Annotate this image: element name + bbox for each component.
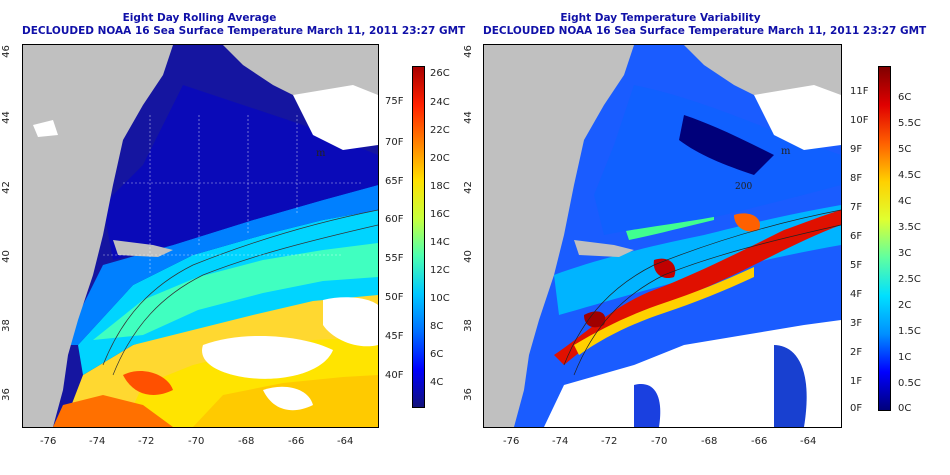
right-colorbar xyxy=(878,66,891,411)
right-cbar-label: 0C xyxy=(898,403,912,414)
left-f-label: 40F xyxy=(385,370,404,381)
left-cbar-label: 16C xyxy=(430,209,450,220)
left-y-tick: 38 xyxy=(0,319,12,332)
right-variability-map xyxy=(483,44,842,428)
right-x-tick: -76 xyxy=(503,436,520,447)
left-y-tick: 36 xyxy=(0,388,12,401)
right-cbar-label: 3C xyxy=(898,248,912,259)
right-y-tick: 36 xyxy=(462,388,474,401)
right-cbar-label: 0.5C xyxy=(898,378,921,389)
isobath-label: 200 xyxy=(735,182,753,192)
right-f-label: 7F xyxy=(850,202,863,213)
left-cbar-label: 26C xyxy=(430,68,450,79)
right-y-tick: 44 xyxy=(462,111,474,124)
left-cbar-label: 24C xyxy=(430,97,450,108)
left-cbar-label: 20C xyxy=(430,153,450,164)
right-f-label: 9F xyxy=(850,144,863,155)
right-f-label: 3F xyxy=(850,318,863,329)
left-x-tick: -64 xyxy=(337,436,354,447)
left-cbar-label: 22C xyxy=(430,125,450,136)
right-f-label: 2F xyxy=(850,347,863,358)
right-x-tick: -64 xyxy=(800,436,817,447)
right-cbar-label: 4.5C xyxy=(898,170,921,181)
left-cbar-label: 14C xyxy=(430,237,450,248)
right-cbar-label: 1.5C xyxy=(898,326,921,337)
left-y-tick: 42 xyxy=(0,181,12,194)
right-x-tick: -66 xyxy=(751,436,768,447)
right-f-label: 4F xyxy=(850,289,863,300)
right-f-label: 11F xyxy=(850,86,869,97)
right-f-label: 6F xyxy=(850,231,863,242)
right-x-tick: -74 xyxy=(552,436,569,447)
left-y-tick: 44 xyxy=(0,111,12,124)
right-cbar-label: 4C xyxy=(898,196,912,207)
right-f-label: 1F xyxy=(850,376,863,387)
right-y-tick: 40 xyxy=(462,250,474,263)
right-f-label: 0F xyxy=(850,403,863,414)
left-colorbar xyxy=(412,66,425,408)
left-f-label: 55F xyxy=(385,253,404,264)
left-cbar-label: 4C xyxy=(430,377,444,388)
right-cbar-label: 5.5C xyxy=(898,118,921,129)
left-cbar-label: 12C xyxy=(430,265,450,276)
isobath-label: m xyxy=(316,148,326,159)
left-y-tick: 40 xyxy=(0,250,12,263)
left-cbar-label: 6C xyxy=(430,349,444,360)
right-title-line1: Eight Day Temperature Variability xyxy=(560,12,761,24)
right-cbar-label: 1C xyxy=(898,352,912,363)
right-cbar-label: 2C xyxy=(898,300,912,311)
right-f-label: 5F xyxy=(850,260,863,271)
right-y-tick: 46 xyxy=(462,45,474,58)
left-f-label: 70F xyxy=(385,137,404,148)
left-title-line1: Eight Day Rolling Average xyxy=(122,12,277,24)
left-cbar-label: 8C xyxy=(430,321,444,332)
isobath-label: m xyxy=(781,146,791,157)
left-x-tick: -70 xyxy=(188,436,205,447)
left-x-tick: -74 xyxy=(89,436,106,447)
left-x-tick: -66 xyxy=(288,436,305,447)
right-f-label: 10F xyxy=(850,115,869,126)
right-x-tick: -72 xyxy=(601,436,618,447)
right-cbar-label: 6C xyxy=(898,92,912,103)
right-cbar-label: 5C xyxy=(898,144,912,155)
left-sst-map xyxy=(22,44,379,428)
right-title-line2: DECLOUDED NOAA 16 Sea Surface Temperatur… xyxy=(483,25,927,37)
left-x-tick: -68 xyxy=(238,436,255,447)
left-f-label: 60F xyxy=(385,214,404,225)
left-cbar-label: 10C xyxy=(430,293,450,304)
right-y-tick: 38 xyxy=(462,319,474,332)
right-cbar-label: 2.5C xyxy=(898,274,921,285)
left-f-label: 65F xyxy=(385,176,404,187)
left-x-tick: -76 xyxy=(40,436,57,447)
left-y-tick: 46 xyxy=(0,45,12,58)
right-x-tick: -68 xyxy=(701,436,718,447)
left-title-line2: DECLOUDED NOAA 16 Sea Surface Temperatur… xyxy=(22,25,466,37)
right-cbar-label: 3.5C xyxy=(898,222,921,233)
left-f-label: 50F xyxy=(385,292,404,303)
left-cbar-label: 18C xyxy=(430,181,450,192)
left-x-tick: -72 xyxy=(138,436,155,447)
right-f-label: 8F xyxy=(850,173,863,184)
left-f-label: 75F xyxy=(385,96,404,107)
left-f-label: 45F xyxy=(385,331,404,342)
right-x-tick: -70 xyxy=(651,436,668,447)
right-y-tick: 42 xyxy=(462,181,474,194)
